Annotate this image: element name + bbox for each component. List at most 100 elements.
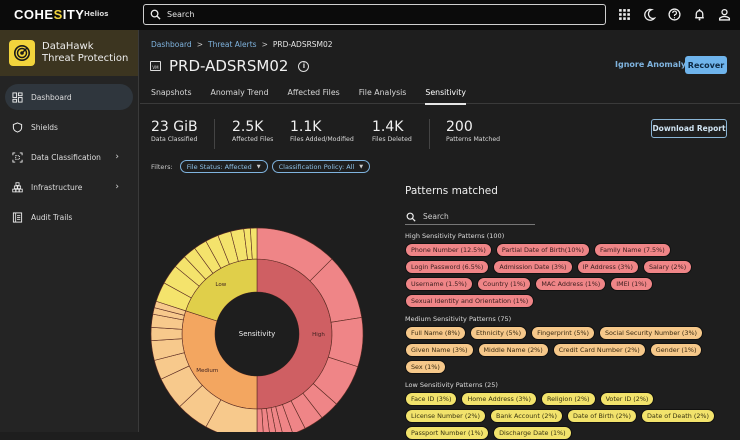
pattern-chip[interactable]: Social Security Number (3%) [598, 326, 704, 340]
ignore-anomaly-button[interactable]: Ignore Anomaly [615, 60, 687, 69]
dashboard-icon [12, 91, 23, 103]
pattern-chip[interactable]: Family Name (7.5%) [593, 243, 671, 257]
pattern-chip[interactable]: Passport Number (1%) [405, 426, 490, 440]
sidebar-item-shields[interactable]: Shields [5, 114, 133, 140]
vm-badge-text: VM [152, 65, 159, 70]
apps-grid-icon[interactable] [617, 7, 632, 22]
pattern-chip[interactable]: Home Address (3%) [461, 392, 537, 406]
patterns-panel: Patterns matched Search High Sensitivity… [405, 185, 740, 440]
pattern-chip[interactable]: Date of Death (2%) [641, 409, 715, 423]
tab-sensitivity[interactable]: Sensitivity [425, 80, 466, 105]
pattern-chip[interactable]: Admission Date (3%) [493, 260, 573, 274]
sunburst-svg: Sensitivity High Medium Low [150, 227, 364, 440]
search-placeholder: Search [167, 10, 195, 19]
cohesity-logo[interactable]: COHESITY [14, 7, 84, 22]
pattern-chip[interactable]: Country (1%) [476, 277, 532, 291]
download-report-button[interactable]: Download Report [651, 119, 727, 138]
tab-snapshots[interactable]: Snapshots [151, 87, 192, 97]
caret-down-icon: ▼ [256, 163, 261, 170]
pattern-chip[interactable]: Salary (2%) [642, 260, 693, 274]
stat-label: Files Added/Modified [290, 136, 354, 143]
pattern-chip[interactable]: Credit Card Number (2%) [552, 343, 646, 357]
main-content: Dashboard > Threat Alerts > PRD-ADSRSM02… [140, 30, 740, 440]
pattern-chip[interactable]: License Number (2%) [405, 409, 486, 423]
pattern-chip[interactable]: Given Name (3%) [405, 343, 474, 357]
datahawk-logo-icon [9, 40, 35, 66]
pattern-chip[interactable]: Fingerprint (5%) [531, 326, 595, 340]
breadcrumb-separator: > [196, 40, 203, 49]
info-icon[interactable]: i [298, 60, 310, 72]
sidebar-item-infrastructure[interactable]: Infrastructure › [5, 174, 133, 200]
help-icon[interactable] [667, 7, 682, 22]
stat-value: 1.4K [372, 119, 404, 135]
sidebar-item-label: Shields [31, 122, 58, 132]
page-title: PRD-ADSRSM02 [169, 57, 289, 75]
stat-value: 200 [446, 119, 473, 135]
pattern-chip[interactable]: Ethnicity (5%) [469, 326, 528, 340]
pattern-groups: High Sensitivity Patterns (100) Phone Num… [405, 232, 740, 440]
filter-chip-label: File Status: Affected [186, 162, 252, 171]
global-search[interactable]: Search [143, 4, 606, 25]
stat-label: Files Deleted [372, 136, 412, 143]
pattern-chip[interactable]: Discharge Date (1%) [493, 426, 572, 440]
pattern-chip[interactable]: Voter ID (2%) [599, 392, 655, 406]
pattern-chip[interactable]: Face ID (3%) [405, 392, 458, 406]
stat-label: Data Classified [151, 136, 198, 143]
tab-bar: Snapshots Anomaly Trend Affected Files F… [140, 80, 740, 105]
filter-classification-policy[interactable]: Classification Policy: All ▼ [271, 160, 371, 173]
pattern-chip[interactable]: MAC Address (1%) [535, 277, 607, 291]
pattern-chip[interactable]: Phone Number (12.5%) [405, 243, 492, 257]
app-title-line-1: DataHawk [42, 41, 94, 52]
tab-anomaly-trend[interactable]: Anomaly Trend [210, 87, 269, 97]
pattern-group-label: High Sensitivity Patterns (100) [405, 232, 505, 240]
sidebar-item-audit-trails[interactable]: Audit Trails [5, 204, 133, 230]
app-header[interactable]: DataHawk Threat Protection [0, 30, 138, 76]
pattern-chip[interactable]: Date of Birth (2%) [567, 409, 637, 423]
user-icon[interactable] [717, 7, 732, 22]
pattern-chip[interactable]: Partial Date of Birth(10%) [495, 243, 590, 257]
caret-down-icon: ▼ [359, 163, 364, 170]
breadcrumb-threat-alerts[interactable]: Threat Alerts [208, 40, 257, 49]
stat-affected-files: 2.5K Affected Files [232, 119, 273, 143]
sidebar-item-label: Data Classification [31, 152, 101, 162]
sidebar-item-dashboard[interactable]: Dashboard [5, 84, 133, 110]
stat-divider [214, 119, 215, 149]
tab-file-analysis[interactable]: File Analysis [358, 87, 407, 97]
pattern-chip[interactable]: Gender (1%) [649, 343, 703, 357]
pattern-chip[interactable]: Sex (1%) [405, 360, 446, 374]
sunburst-label-high: High [312, 332, 325, 338]
sidebar-item-label: Dashboard [31, 92, 72, 102]
chevron-right-icon: › [115, 152, 119, 162]
sunburst-child-segment[interactable] [250, 227, 258, 260]
search-icon [406, 207, 416, 226]
pattern-chip[interactable]: Login Password (6.5%) [405, 260, 490, 274]
pattern-chip[interactable]: Bank Account (2%) [489, 409, 563, 423]
pattern-chip[interactable]: IP Address (3%) [576, 260, 639, 274]
recover-button[interactable]: Recover [685, 56, 727, 74]
pattern-chip[interactable]: Sexual Identity and Orientation (1%) [405, 294, 535, 308]
sunburst-label-low: Low [215, 282, 226, 288]
chevron-right-icon: › [115, 182, 119, 192]
tab-affected-files[interactable]: Affected Files [287, 87, 340, 97]
breadcrumb-dashboard[interactable]: Dashboard [151, 40, 192, 49]
product-name: Helios [84, 10, 109, 18]
moon-icon[interactable] [642, 7, 657, 22]
pattern-chip[interactable]: IMEI (1%) [610, 277, 653, 291]
patterns-search-input[interactable]: Search [405, 208, 535, 225]
filters-bar: Filters: File Status: Affected ▼ Classif… [151, 160, 371, 173]
sidebar-nav: Dashboard Shields Data Classification › … [0, 76, 138, 230]
pattern-chip[interactable]: Religion (2%) [540, 392, 596, 406]
pattern-group-label: Medium Sensitivity Patterns (75) [405, 315, 512, 323]
pattern-chip[interactable]: Username (1.5%) [405, 277, 473, 291]
sidebar-item-data-classification[interactable]: Data Classification › [5, 144, 133, 170]
filter-file-status[interactable]: File Status: Affected ▼ [179, 160, 268, 173]
pattern-chip[interactable]: Middle Name (2%) [477, 343, 549, 357]
pattern-group-high: Phone Number (12.5%) Partial Date of Birt… [405, 243, 735, 308]
filters-label: Filters: [151, 162, 173, 171]
pattern-chip[interactable]: Full Name (8%) [405, 326, 466, 340]
bell-icon[interactable] [692, 7, 707, 22]
sunburst-child-segment[interactable] [150, 327, 183, 341]
sunburst-label-medium: Medium [196, 368, 218, 374]
sidebar: DataHawk Threat Protection Dashboard Shi… [0, 30, 139, 432]
vm-icon: VM [150, 61, 161, 71]
